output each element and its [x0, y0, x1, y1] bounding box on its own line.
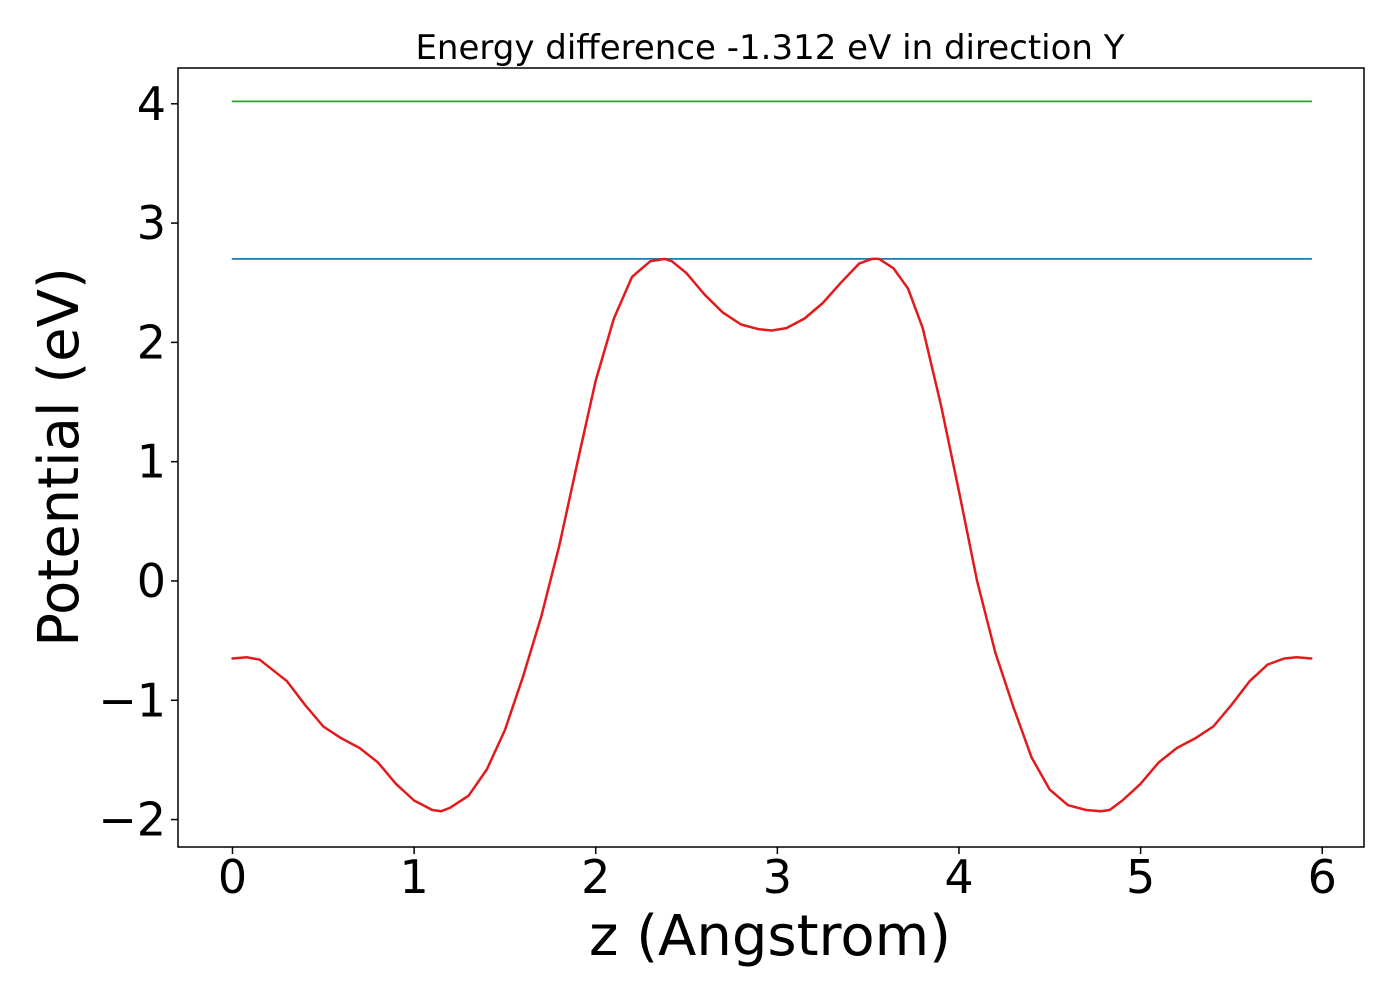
x-tick-label: 4 — [944, 850, 973, 904]
y-axis-label: Potential (eV) — [27, 267, 92, 647]
chart-title: Energy difference -1.312 eV in direction… — [415, 28, 1124, 68]
x-tick-label: 5 — [1126, 850, 1155, 904]
y-tick-label: 3 — [137, 196, 166, 250]
x-tick-label: 3 — [763, 850, 792, 904]
y-tick-label: 4 — [137, 77, 166, 131]
x-tick-label: 2 — [581, 850, 610, 904]
y-tick-label: 2 — [137, 315, 166, 369]
series-line-3 — [231, 257, 1313, 813]
y-tick-label: −1 — [98, 673, 166, 727]
y-axis: −2 −1 0 1 2 3 4 — [98, 77, 178, 847]
y-tick-label: 1 — [137, 435, 166, 489]
x-tick-label: 6 — [1308, 850, 1337, 904]
x-tick-label: 0 — [218, 850, 247, 904]
plot-area — [231, 100, 1313, 813]
y-tick-label: −2 — [98, 793, 166, 847]
y-tick-label: 0 — [137, 554, 166, 608]
x-axis-label: z (Angstrom) — [589, 904, 951, 969]
axes-frame — [177, 67, 1365, 848]
x-tick-label: 1 — [399, 850, 428, 904]
x-axis: 0 1 2 3 4 5 6 — [218, 847, 1337, 904]
